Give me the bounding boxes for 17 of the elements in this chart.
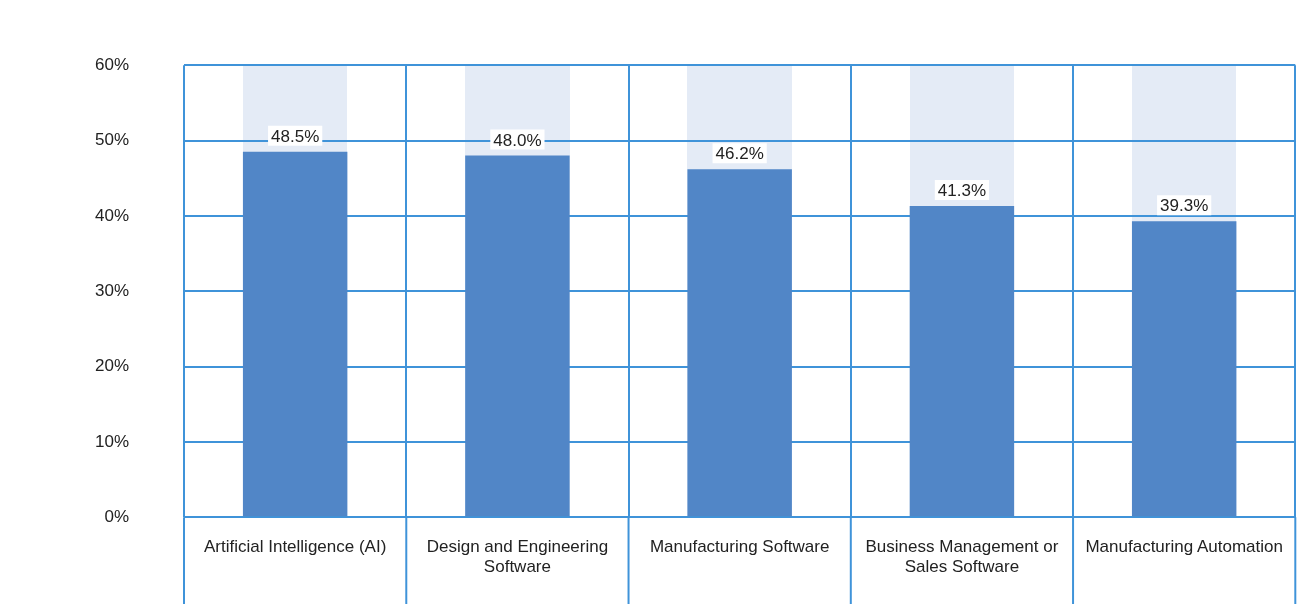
data-label: 39.3% [1160, 196, 1209, 216]
data-label: 48.0% [493, 130, 542, 150]
y-tick-label: 40% [94, 205, 130, 225]
data-label: 41.3% [937, 181, 987, 201]
x-tick-label: Design and Engineering Software [426, 537, 609, 577]
x-tick-label: Manufacturing Automation [1085, 537, 1283, 557]
x-tick-label: Artificial Intelligence (AI) [203, 537, 387, 557]
y-tick-label: 60% [94, 54, 130, 74]
y-tick-label: 0% [104, 506, 130, 526]
y-tick-label: 50% [94, 130, 130, 150]
y-tick-label: 20% [94, 356, 130, 376]
data-label: 46.2% [715, 144, 764, 164]
x-tick-label: Business Management or Sales Software [865, 537, 1059, 577]
y-tick-label: 30% [94, 280, 130, 300]
y-tick-label: 10% [94, 431, 130, 451]
data-label: 48.5% [271, 127, 320, 147]
x-tick-label: Manufacturing Software [649, 537, 830, 557]
